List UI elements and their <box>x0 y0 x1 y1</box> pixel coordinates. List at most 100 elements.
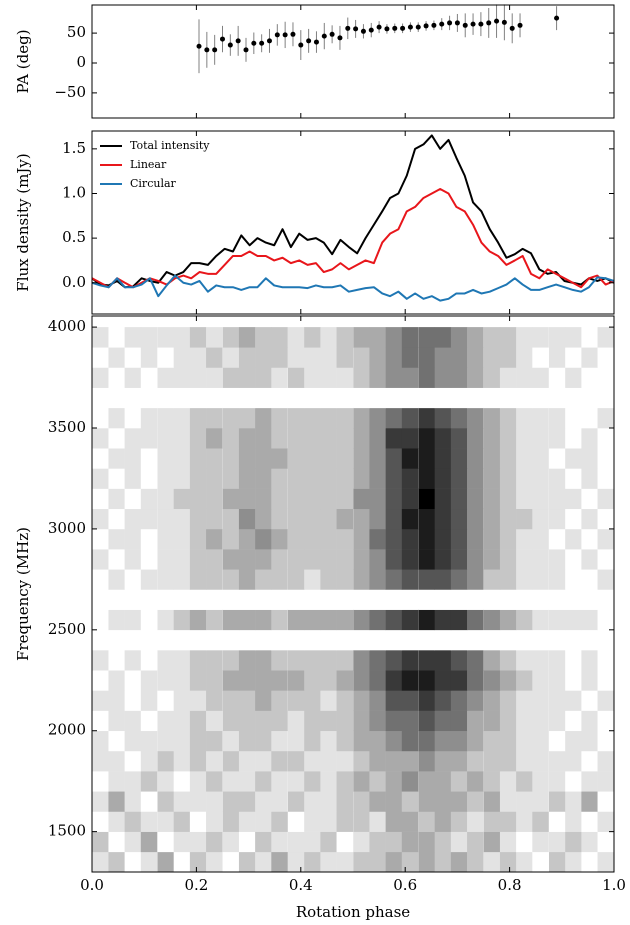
point <box>337 35 343 41</box>
cell <box>238 407 256 429</box>
cell <box>206 428 223 449</box>
cell <box>549 347 566 368</box>
cell <box>336 387 354 409</box>
cell <box>581 831 598 853</box>
cell <box>467 468 484 489</box>
cell <box>206 589 223 610</box>
cell <box>597 670 615 691</box>
cell <box>581 428 598 449</box>
cell <box>157 468 174 489</box>
cell <box>271 771 288 792</box>
point <box>360 28 366 34</box>
cell <box>238 690 256 711</box>
cell <box>434 508 452 530</box>
cell <box>434 387 452 409</box>
cell <box>222 488 240 510</box>
y-tick-label: 50 <box>67 23 86 41</box>
cell <box>516 730 533 752</box>
cell <box>597 811 615 832</box>
cell <box>467 488 484 510</box>
cell <box>401 488 419 510</box>
cell <box>401 650 419 671</box>
cell <box>450 367 468 388</box>
cell <box>418 468 435 489</box>
cell <box>238 549 256 570</box>
cell <box>189 851 207 873</box>
cell <box>565 750 582 772</box>
cell <box>92 811 109 832</box>
cell <box>385 549 403 570</box>
cell <box>189 690 207 711</box>
cell <box>597 690 615 711</box>
cell <box>189 811 207 832</box>
cell <box>401 690 419 711</box>
cell <box>434 851 452 873</box>
y-axis-label: Frequency (MHz) <box>14 527 32 661</box>
cell <box>450 569 468 590</box>
cell <box>597 650 615 671</box>
cell <box>532 387 549 409</box>
cell <box>108 791 125 812</box>
cell <box>467 589 484 610</box>
x-tick-label: 0.0 <box>80 876 104 894</box>
cell <box>353 791 370 812</box>
cell <box>581 508 598 530</box>
cell <box>288 589 305 610</box>
cell <box>189 629 207 651</box>
point <box>298 42 304 48</box>
cell <box>304 609 321 631</box>
cell <box>385 750 403 772</box>
cell <box>108 327 125 348</box>
cell <box>597 831 615 853</box>
cell <box>336 448 354 469</box>
cell <box>222 831 240 853</box>
cell <box>206 710 223 732</box>
cell <box>581 690 598 711</box>
cell <box>434 407 452 429</box>
plot-frame <box>91 4 615 119</box>
cell <box>581 549 598 570</box>
cell <box>140 730 158 752</box>
cell <box>369 851 386 873</box>
cell <box>581 488 598 510</box>
cell <box>336 710 354 732</box>
cell <box>418 367 435 388</box>
cell <box>206 488 223 510</box>
cell <box>189 730 207 752</box>
cell <box>173 468 191 489</box>
cell <box>499 428 517 449</box>
cell <box>483 508 501 530</box>
cell <box>499 690 517 711</box>
cell <box>597 549 615 570</box>
cell <box>467 629 484 651</box>
cell <box>418 629 435 651</box>
cell <box>206 851 223 873</box>
cell <box>336 791 354 812</box>
cell <box>238 569 256 590</box>
cell <box>401 407 419 429</box>
cell <box>434 831 452 853</box>
cell <box>108 670 125 691</box>
cell <box>434 468 452 489</box>
cell <box>385 407 403 429</box>
cell <box>467 448 484 469</box>
cell <box>369 468 386 489</box>
cell <box>565 690 582 711</box>
point <box>321 33 327 39</box>
cell <box>157 448 174 469</box>
cell <box>353 750 370 772</box>
cell <box>499 791 517 812</box>
cell <box>532 851 549 873</box>
cell <box>353 448 370 469</box>
cell <box>418 508 435 530</box>
cell <box>483 407 501 429</box>
cell <box>320 367 337 388</box>
cell <box>92 508 109 530</box>
cell <box>565 629 582 651</box>
cell <box>581 569 598 590</box>
cell <box>288 407 305 429</box>
cell <box>353 730 370 752</box>
point <box>501 19 507 25</box>
cell <box>320 347 337 368</box>
cell <box>238 367 256 388</box>
